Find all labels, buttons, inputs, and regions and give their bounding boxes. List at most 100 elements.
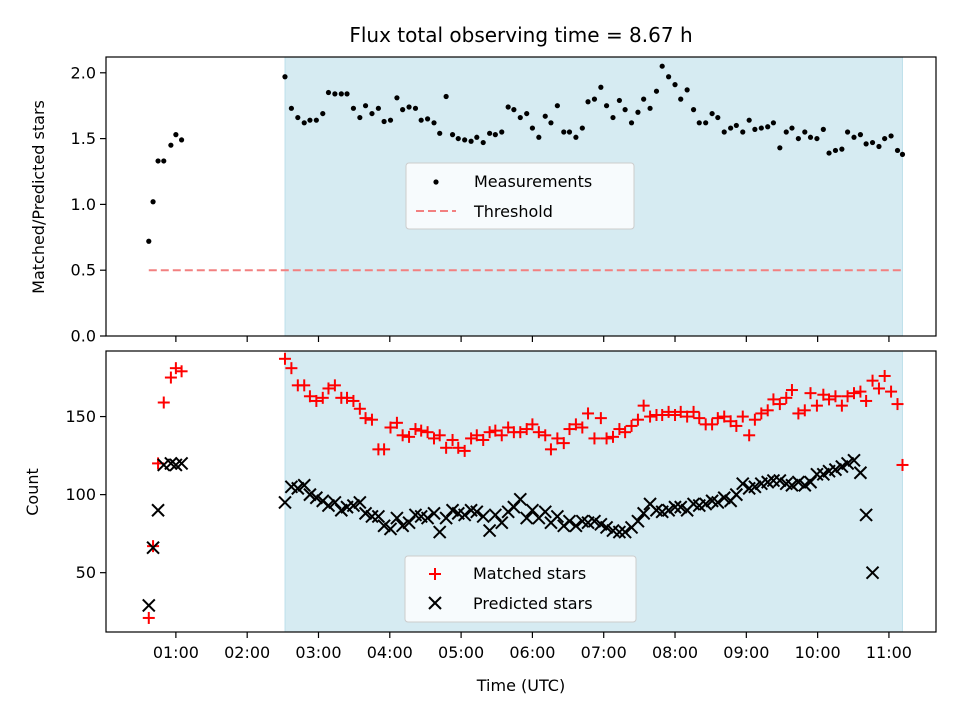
data-point-measurements [746, 117, 752, 123]
data-point-measurements [703, 120, 709, 126]
data-point-measurements [678, 96, 684, 102]
data-point-measurements [288, 105, 294, 111]
data-point-measurements [357, 114, 363, 121]
top-panel: 0.00.51.01.52.0 Matched/Predicted stars … [29, 56, 937, 346]
data-point-measurements [338, 91, 344, 97]
data-point-matched-stars [681, 410, 694, 423]
data-point-matched-stars [353, 402, 366, 415]
bottom-y-tick-label: 150 [65, 407, 96, 426]
data-point-measurements [758, 125, 764, 131]
data-point-matched-stars [303, 390, 316, 403]
data-point-matched-stars [440, 441, 453, 454]
data-point-predicted-stars [433, 525, 447, 539]
data-point-measurements [173, 132, 179, 138]
bottom-series-layer [142, 352, 909, 624]
data-point-matched-stars [662, 405, 675, 418]
data-point-measurements [765, 124, 771, 130]
data-point-matched-stars [384, 421, 397, 434]
data-point-measurements [579, 125, 585, 131]
data-point-predicted-stars [538, 505, 552, 519]
bottom-legend: Matched stars Predicted stars [404, 555, 637, 623]
data-point-measurements [709, 110, 715, 117]
data-point-measurements [598, 84, 604, 90]
data-point-predicted-stars [358, 506, 373, 521]
data-point-matched-stars [551, 432, 564, 445]
data-point-predicted-stars [853, 466, 868, 480]
data-point-measurements [777, 145, 783, 151]
data-point-matched-stars [792, 407, 805, 420]
legend-marker-predicted [428, 596, 442, 610]
data-point-matched-stars [142, 611, 155, 624]
data-point-matched-stars [582, 407, 595, 420]
data-point-matched-stars [594, 412, 607, 425]
data-point-predicted-stars [291, 481, 305, 496]
data-point-measurements [492, 132, 498, 138]
data-point-measurements [511, 107, 517, 113]
data-point-measurements [690, 107, 697, 113]
data-point-matched-stars [798, 404, 811, 417]
data-point-measurements [844, 129, 851, 135]
data-point-measurements [499, 129, 505, 135]
data-point-matched-stars [310, 394, 323, 407]
data-point-predicted-stars [470, 505, 484, 519]
data-point-predicted-stars [495, 516, 509, 530]
data-point-matched-stars [539, 429, 552, 442]
data-point-measurements [462, 137, 468, 143]
data-point-matched-stars [446, 433, 459, 446]
data-point-matched-stars [477, 433, 490, 446]
bottom-legend-box [404, 555, 637, 623]
data-point-measurements [591, 96, 598, 102]
data-point-matched-stars [365, 413, 378, 426]
data-point-measurements [752, 126, 758, 132]
data-point-predicted-stars [828, 462, 843, 477]
data-point-matched-stars [619, 426, 632, 439]
data-point-matched-stars [730, 419, 743, 432]
data-point-predicted-stars [297, 478, 311, 492]
data-point-predicted-stars [785, 478, 799, 492]
top-y-ticks: 0.0 0.5 1.0 1.5 2.0 [71, 63, 106, 346]
data-point-predicted-stars [278, 495, 292, 510]
data-point-matched-stars [767, 393, 780, 406]
top-y-tick-label: 0.5 [71, 261, 96, 280]
data-point-matched-stars [322, 382, 335, 395]
bottom-y-tick-label: 50 [76, 563, 96, 582]
data-point-predicted-stars [371, 509, 386, 524]
data-point-predicted-stars [303, 487, 317, 502]
x-axis-label: Time (UTC) [476, 676, 565, 695]
data-point-matched-stars [785, 384, 798, 397]
legend-marker-matched [429, 568, 441, 580]
x-tick-label: 10:00 [795, 643, 841, 662]
data-point-measurements [832, 147, 839, 154]
data-point-predicted-stars [513, 492, 527, 507]
data-point-measurements [585, 99, 591, 105]
data-point-matched-stars [278, 352, 291, 365]
data-point-matched-stars [298, 379, 311, 392]
data-point-matched-stars [748, 413, 761, 426]
data-point-matched-stars [891, 398, 904, 411]
data-point-measurements [548, 120, 554, 126]
data-point-measurements [733, 122, 739, 129]
data-point-measurements [882, 135, 888, 142]
data-point-matched-stars [403, 430, 416, 443]
data-point-predicted-stars [748, 480, 762, 494]
data-point-measurements [647, 105, 653, 111]
x-tick-label: 02:00 [224, 643, 270, 662]
data-point-predicted-stars [353, 495, 367, 510]
data-point-measurements [899, 151, 906, 157]
data-point-predicted-stars [420, 511, 435, 525]
data-point-measurements [820, 126, 826, 132]
data-point-measurements [325, 89, 332, 96]
data-point-matched-stars [637, 399, 650, 412]
data-point-measurements [888, 133, 894, 139]
data-point-matched-stars [526, 418, 539, 431]
data-point-measurements [894, 147, 901, 154]
x-tick-label: 03:00 [295, 643, 341, 662]
data-point-predicted-stars [476, 509, 490, 524]
data-point-measurements [814, 135, 820, 142]
data-point-measurements [517, 114, 523, 121]
legend-label-threshold: Threshold [473, 202, 553, 221]
data-point-measurements [869, 139, 876, 146]
data-point-measurements [400, 107, 406, 113]
data-point-measurements [672, 82, 678, 88]
data-point-matched-stars [452, 441, 465, 454]
